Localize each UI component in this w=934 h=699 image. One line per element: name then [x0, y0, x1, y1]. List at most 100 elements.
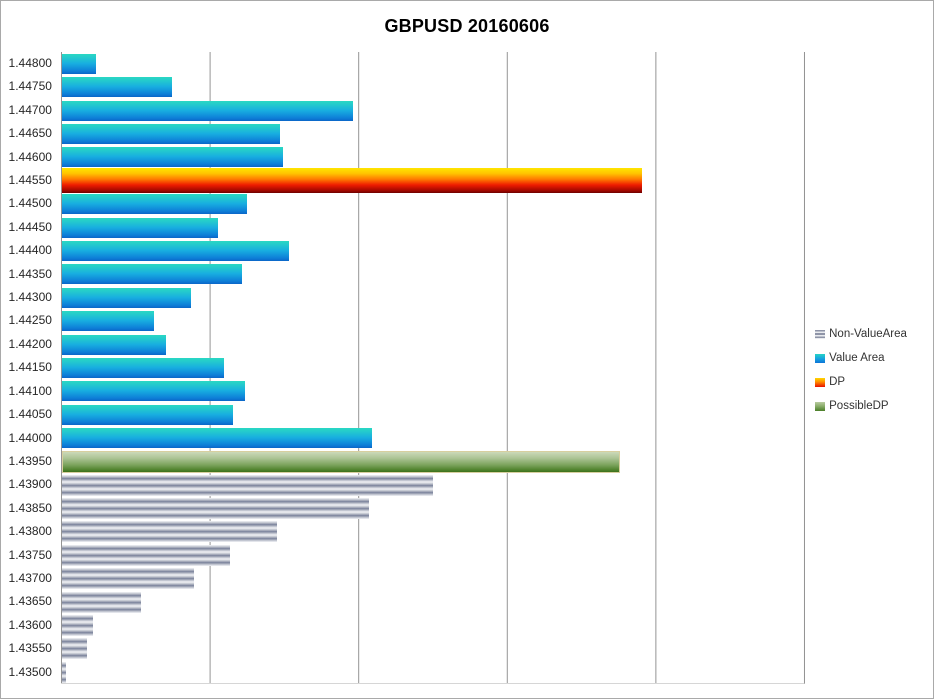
bar-1.43800 — [61, 521, 278, 543]
plot-row — [61, 356, 804, 379]
bar-1.44650 — [61, 123, 281, 144]
y-axis-label: 1.44700 — [8, 102, 52, 117]
plot-row — [61, 403, 804, 426]
y-axis-label: 1.43550 — [8, 641, 52, 656]
legend-label: Value Area — [829, 352, 885, 364]
plot-row — [61, 146, 804, 169]
y-axis-label: 1.43800 — [8, 524, 52, 539]
plot-area — [60, 52, 806, 684]
plot-row — [61, 661, 804, 684]
y-axis-label: 1.44400 — [8, 243, 52, 258]
chart-title: GBPUSD 20160606 — [384, 16, 550, 36]
bar-1.44550 — [61, 168, 643, 194]
y-axis-label: 1.44500 — [8, 196, 52, 211]
y-axis-label: 1.44000 — [8, 430, 52, 445]
plot-row — [61, 614, 804, 637]
legend-marker-icon — [815, 401, 826, 411]
plot-row — [61, 168, 804, 194]
y-axis-label: 1.44600 — [8, 149, 52, 164]
y-axis-label: 1.44200 — [8, 336, 52, 351]
bar-1.44700 — [61, 100, 353, 121]
chart-title-row: GBPUSD 20160606 — [1, 1, 933, 52]
legend-marker-icon — [815, 353, 826, 363]
bar-1.43550 — [61, 638, 88, 660]
bar-1.44400 — [61, 240, 290, 261]
y-axis-label: 1.43650 — [8, 594, 52, 609]
plot-row — [61, 380, 804, 403]
plot-row — [61, 427, 804, 450]
y-axis-label: 1.44150 — [8, 360, 52, 375]
y-axis-label: 1.44100 — [8, 383, 52, 398]
y-axis-label: 1.43500 — [8, 664, 52, 679]
plot-row — [61, 216, 804, 239]
bar-1.44300 — [61, 287, 192, 308]
plot-row — [61, 239, 804, 262]
plot-row — [61, 450, 804, 473]
chart-body: 1.44800 1.44750 1.44700 1.44650 1.44600 1.445… — [1, 52, 933, 684]
plot-row — [61, 52, 804, 75]
bar-1.44050 — [61, 404, 233, 425]
bar-1.44450 — [61, 217, 218, 238]
y-axis-label: 1.44300 — [8, 290, 52, 305]
y-axis-label: 1.44550 — [8, 173, 52, 188]
bar-1.44100 — [61, 381, 245, 402]
bar-1.43750 — [61, 544, 230, 566]
bar-1.43500 — [61, 661, 67, 683]
y-axis-label: 1.43600 — [8, 617, 52, 632]
plot-row — [61, 544, 804, 567]
y-axis-label: 1.43900 — [8, 477, 52, 492]
y-axis-label: 1.43750 — [8, 547, 52, 562]
legend-item-nva: Non-ValueArea — [815, 322, 933, 346]
bar-1.44000 — [61, 428, 373, 449]
plot-row — [61, 75, 804, 98]
plot-row — [61, 473, 804, 496]
plot-row — [61, 99, 804, 122]
bar-1.44200 — [61, 334, 166, 355]
plot-row — [61, 520, 804, 543]
plot-row — [61, 263, 804, 286]
plot-row — [61, 192, 804, 215]
bar-1.43650 — [61, 591, 141, 613]
plot-row — [61, 497, 804, 520]
plot-row — [61, 567, 804, 590]
legend-item-va: Value Area — [815, 346, 933, 370]
y-axis-label: 1.44350 — [8, 266, 52, 281]
y-axis-label: 1.44250 — [8, 313, 52, 328]
bar-1.43600 — [61, 614, 94, 636]
legend-label: Non-ValueArea — [829, 328, 907, 340]
bar-1.43900 — [61, 474, 434, 496]
y-axis-label: 1.44650 — [8, 126, 52, 141]
bar-1.43950 — [61, 450, 621, 473]
y-axis-label: 1.44750 — [8, 79, 52, 94]
bar-1.44350 — [61, 264, 242, 285]
plot-row — [61, 333, 804, 356]
bar-1.44800 — [61, 53, 97, 74]
plot-row — [61, 309, 804, 332]
legend-item-pdp: PossibleDP — [815, 394, 933, 418]
legend-marker-icon — [815, 377, 826, 387]
legend-item-dp: DP — [815, 370, 933, 394]
bar-1.43700 — [61, 568, 195, 590]
legend-label: DP — [829, 376, 846, 388]
bar-1.44600 — [61, 147, 284, 168]
plot-row — [61, 122, 804, 145]
y-axis: 1.44800 1.44750 1.44700 1.44650 1.44600 1.445… — [1, 52, 61, 684]
y-axis-label: 1.43700 — [8, 570, 52, 585]
plot-row — [61, 637, 804, 660]
plot-row — [61, 286, 804, 309]
bar-1.44750 — [61, 77, 172, 98]
y-axis-label: 1.44050 — [8, 407, 52, 422]
bar-1.44250 — [61, 311, 154, 332]
y-axis-label: 1.44800 — [8, 56, 52, 70]
y-axis-label: 1.43850 — [8, 500, 52, 515]
bar-1.43850 — [61, 497, 370, 519]
legend-marker-icon — [815, 329, 826, 339]
y-axis-label: 1.44450 — [8, 219, 52, 234]
legend: Non-ValueArea Value Area DP PossibleDP — [815, 52, 933, 418]
bar-1.44500 — [61, 194, 248, 215]
bar-1.44150 — [61, 357, 224, 378]
legend-label: PossibleDP — [829, 400, 889, 412]
y-axis-label: 1.43950 — [8, 453, 52, 468]
plot-row — [61, 590, 804, 613]
